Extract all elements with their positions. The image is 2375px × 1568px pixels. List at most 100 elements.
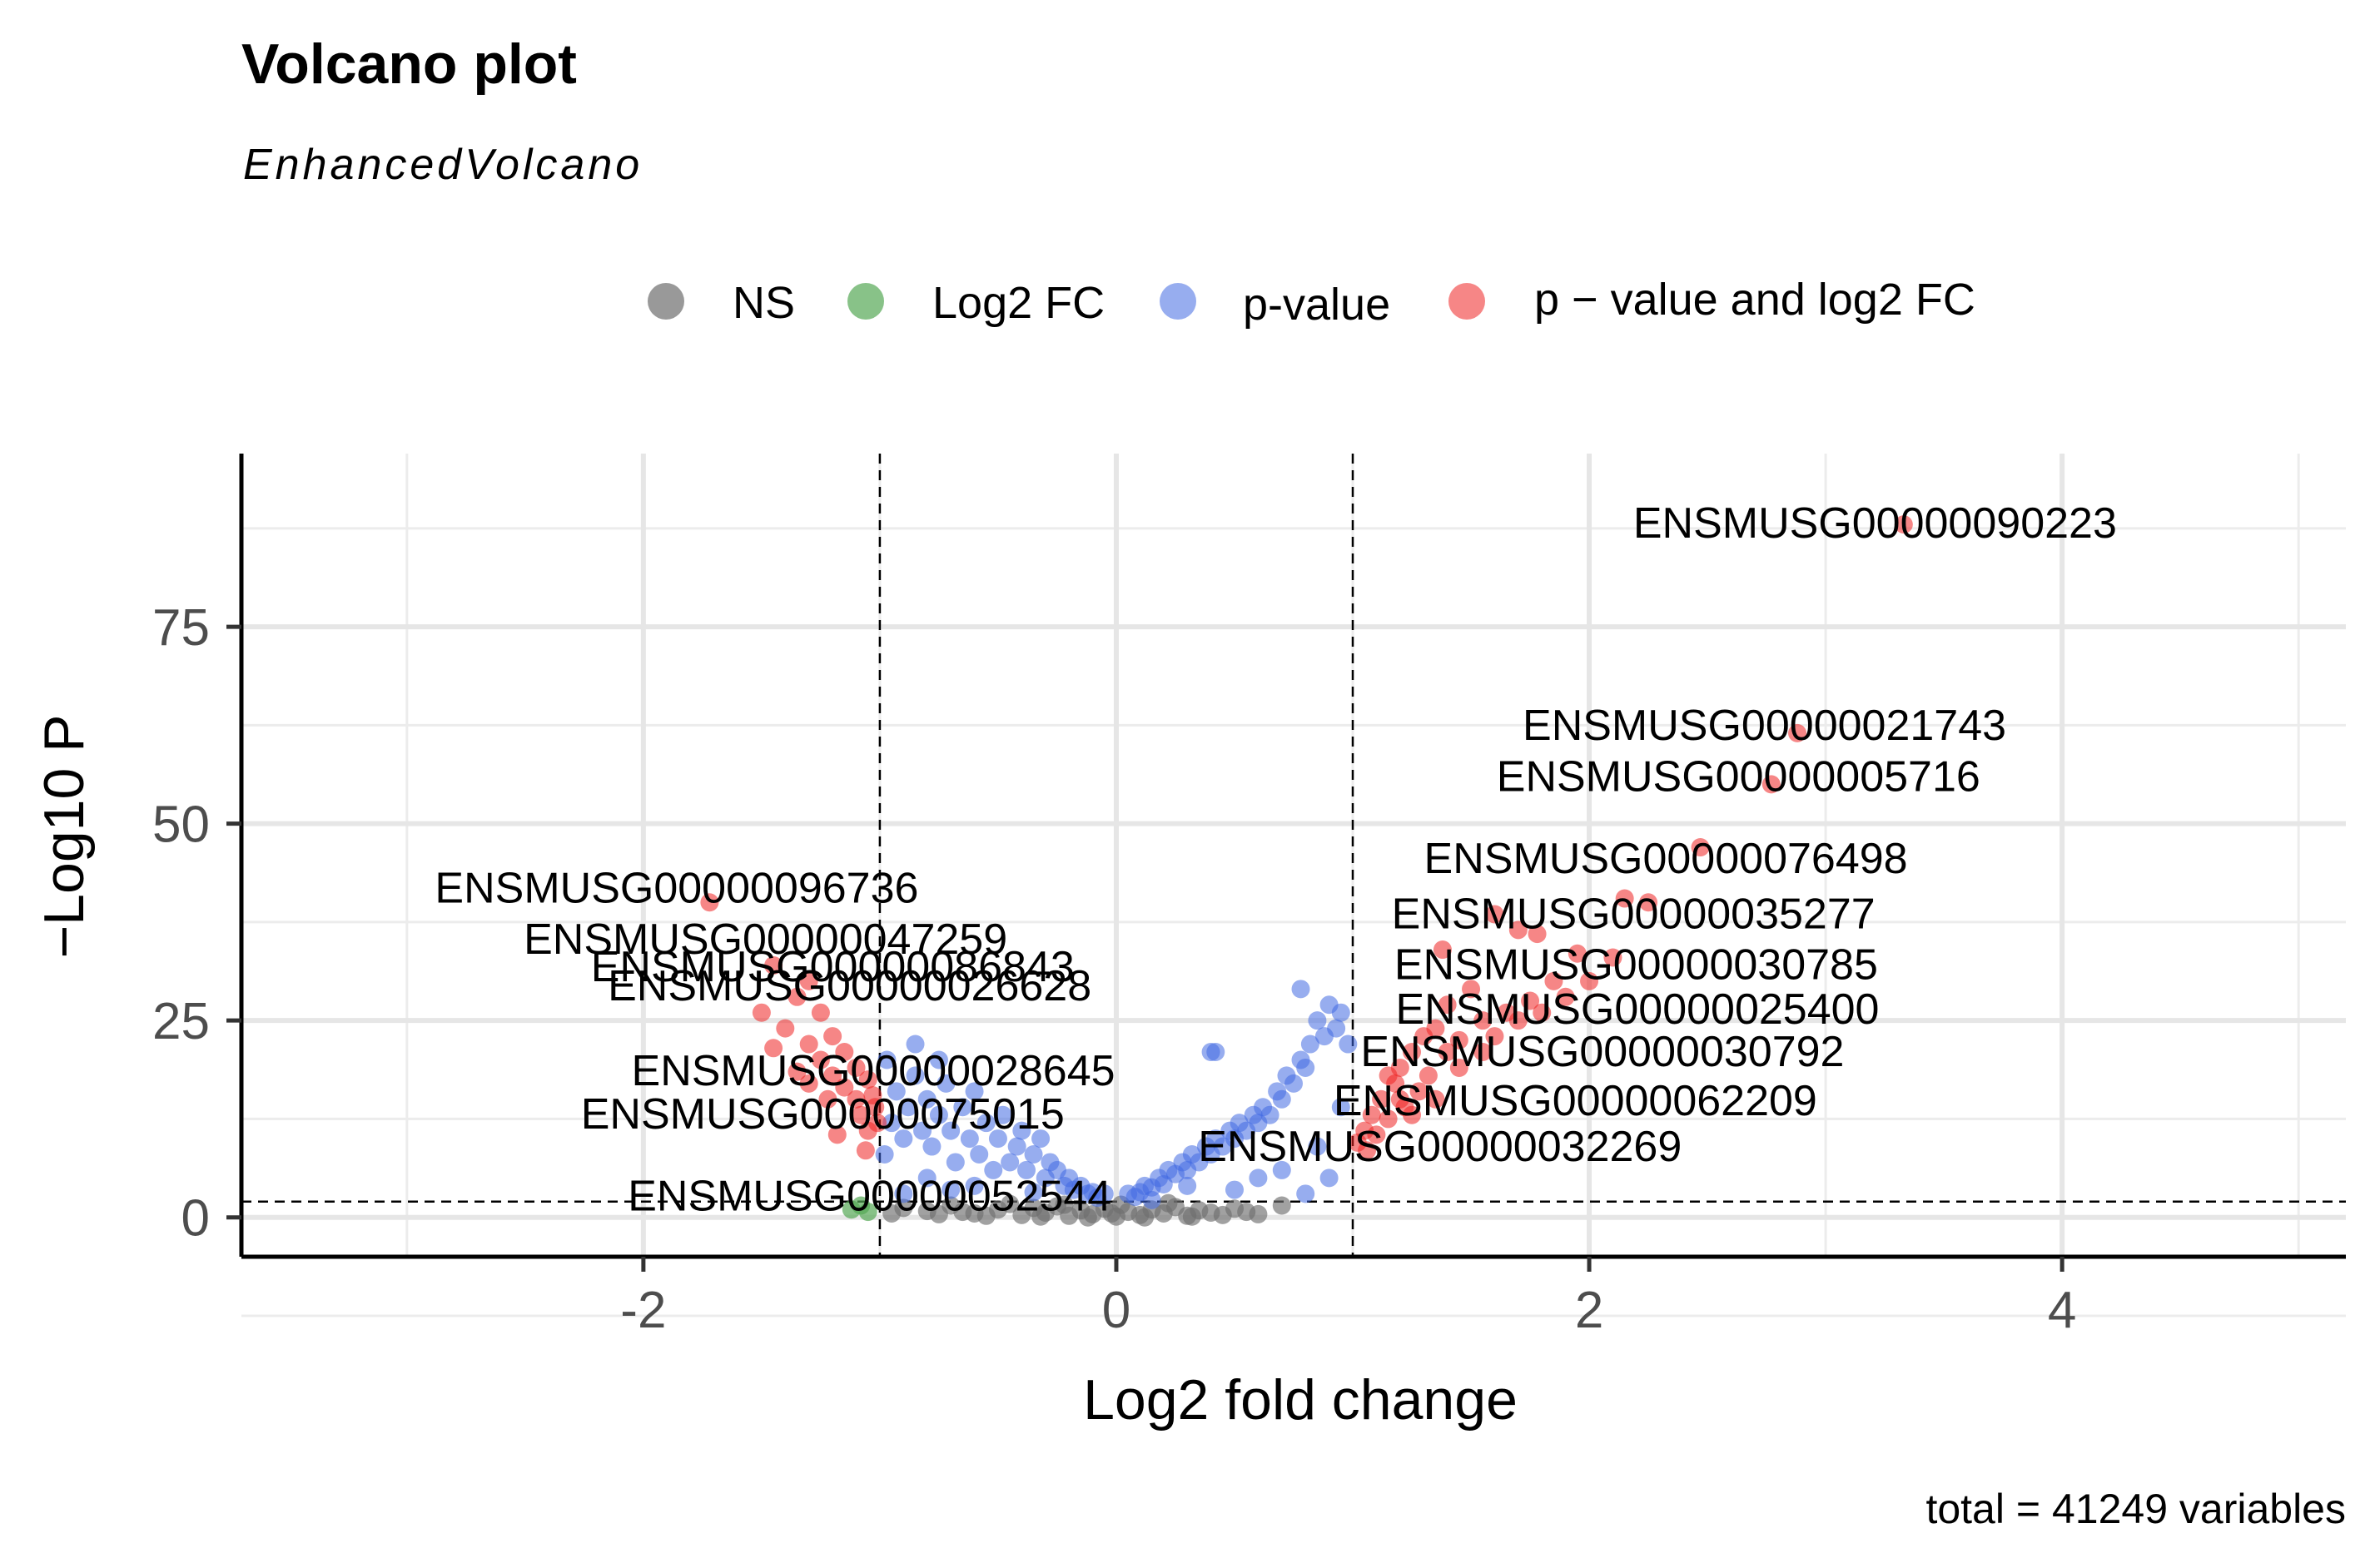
gene-label: ENSMUSG00000028645 xyxy=(632,1047,1115,1095)
point-fcp xyxy=(1449,1030,1468,1049)
point-fcp xyxy=(1473,1011,1493,1030)
point-fcp xyxy=(858,1070,877,1089)
x-tick-label: 4 xyxy=(2048,1282,2076,1339)
chart-subtitle: EnhancedVolcano xyxy=(243,141,643,189)
point-fcp xyxy=(1894,515,1913,534)
point-p xyxy=(877,1050,897,1069)
y-tick-label: 0 xyxy=(181,1190,210,1248)
y-tick-label: 25 xyxy=(152,993,210,1050)
point-p xyxy=(887,1082,906,1101)
point-p xyxy=(942,1121,961,1140)
tick-labels: -2 0 2 4 0 25 50 75 xyxy=(152,599,2076,1339)
point-p xyxy=(1319,1169,1339,1188)
point-p xyxy=(1225,1180,1244,1199)
point-ns xyxy=(1102,1203,1121,1223)
point-ns xyxy=(929,1204,948,1223)
point-p xyxy=(984,1160,1003,1179)
point-ns xyxy=(1237,1203,1256,1222)
point-fcp xyxy=(1449,1058,1468,1077)
point-p xyxy=(1296,1184,1315,1203)
point-p xyxy=(1296,1058,1315,1077)
point-fc xyxy=(842,1200,861,1219)
gene-label: ENSMUSG00000047259 xyxy=(524,915,1007,964)
point-p xyxy=(917,1089,937,1109)
legend: NS Log2 FC p-value p − value and log2 FC xyxy=(648,275,1975,330)
point-p xyxy=(1249,1169,1268,1188)
series-ns xyxy=(882,1193,1291,1227)
point-fcp xyxy=(1372,1089,1391,1109)
gene-label: ENSMUSG00000052544 xyxy=(628,1173,1111,1221)
point-p xyxy=(899,1098,918,1117)
point-fcp xyxy=(1544,971,1563,990)
gene-label: ENSMUSG00000076498 xyxy=(1424,835,1908,883)
point-p xyxy=(1300,1035,1319,1054)
point-p xyxy=(917,1169,937,1188)
gene-label: ENSMUSG00000035277 xyxy=(1392,891,1876,939)
point-fcp xyxy=(799,1035,818,1054)
point-fcp xyxy=(811,1003,830,1022)
point-p xyxy=(993,1105,1012,1124)
gene-label: ENSMUSG00000086843 xyxy=(591,943,1075,991)
point-fcp xyxy=(847,1058,866,1077)
point-p xyxy=(922,1137,942,1156)
point-fcp xyxy=(818,1089,837,1109)
point-fcp xyxy=(1473,1043,1493,1062)
point-p xyxy=(906,1066,925,1085)
point-p xyxy=(1308,1137,1327,1156)
point-p xyxy=(1024,1183,1043,1202)
point-p xyxy=(1308,1011,1327,1030)
point-p xyxy=(1142,1190,1161,1209)
point-p xyxy=(1331,1098,1350,1117)
legend-label-pvalue: p-value xyxy=(1243,280,1390,330)
point-p xyxy=(913,1121,932,1140)
gene-label: ENSMUSG00000096736 xyxy=(435,864,918,912)
point-p xyxy=(1031,1129,1051,1149)
point-fcp xyxy=(1788,723,1807,742)
point-p xyxy=(1001,1153,1020,1172)
point-fcp xyxy=(1580,971,1599,990)
point-fcp xyxy=(1390,1089,1409,1109)
point-fcp xyxy=(858,1121,877,1140)
point-fcp xyxy=(835,1078,854,1097)
point-ns xyxy=(1213,1205,1232,1224)
point-p xyxy=(882,1114,902,1133)
point-ns xyxy=(1055,1195,1074,1214)
point-p xyxy=(1154,1174,1173,1193)
gene-label: ENSMUSG00000005716 xyxy=(1497,752,1980,801)
chart-title: Volcano plot xyxy=(241,32,577,96)
point-fcp xyxy=(1533,1003,1552,1022)
x-tick-label: -2 xyxy=(620,1282,666,1339)
point-fcp xyxy=(1379,1109,1398,1129)
point-p xyxy=(1331,1003,1350,1022)
point-fcp xyxy=(1615,889,1634,908)
point-fcp xyxy=(788,1062,807,1081)
point-fcp xyxy=(1639,893,1658,912)
point-fcp xyxy=(700,893,719,912)
point-fcp xyxy=(1528,925,1547,944)
point-p xyxy=(960,1129,979,1149)
caption: total = 41249 variables xyxy=(1925,1486,2346,1532)
point-fcp xyxy=(1485,905,1504,924)
point-fcp xyxy=(1358,1141,1377,1160)
point-fcp xyxy=(1426,1089,1445,1109)
point-fcp xyxy=(1419,1066,1438,1085)
point-p xyxy=(970,1145,989,1164)
y-tick-label: 50 xyxy=(152,796,210,854)
point-fcp xyxy=(1485,1027,1504,1046)
gene-labels: ENSMUSG00000090223ENSMUSG00000021743ENSM… xyxy=(435,499,2116,1220)
legend-key-pvalue xyxy=(1160,283,1196,320)
point-p xyxy=(1327,1019,1346,1038)
point-p xyxy=(942,1180,961,1199)
point-fcp xyxy=(799,971,818,990)
point-p xyxy=(1291,980,1310,999)
point-p xyxy=(946,1153,965,1172)
point-ns xyxy=(1272,1196,1291,1215)
point-fcp xyxy=(1508,1011,1528,1030)
gene-label: ENSMUSG00000032269 xyxy=(1198,1123,1682,1171)
point-ns xyxy=(1159,1193,1178,1213)
point-p xyxy=(1178,1176,1197,1195)
point-p xyxy=(1012,1121,1031,1140)
legend-key-pvalue-and-log2fc xyxy=(1448,283,1485,320)
point-p xyxy=(1095,1184,1114,1203)
gene-label: ENSMUSG00000030785 xyxy=(1394,940,1878,989)
